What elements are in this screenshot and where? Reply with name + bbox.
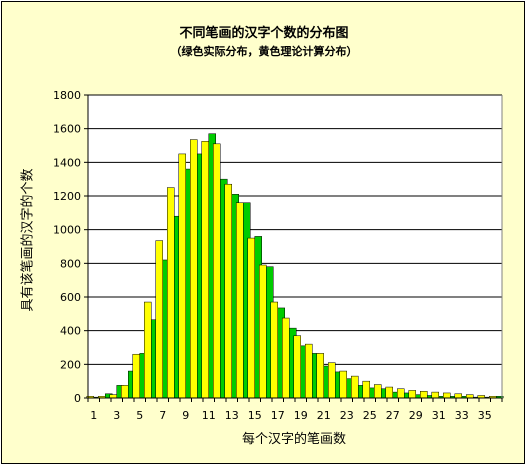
bar-yellow-19 <box>293 335 301 399</box>
bar-yellow-23 <box>339 370 347 399</box>
x-tick-label: 19 <box>294 409 308 422</box>
bar-yellow-14 <box>236 202 244 399</box>
bar-yellow-9 <box>178 153 186 399</box>
bar-yellow-6 <box>144 301 152 399</box>
x-tick-label: 21 <box>317 409 331 422</box>
y-tick-label: 1000 <box>53 224 81 237</box>
bar-yellow-32 <box>443 392 451 399</box>
bar-yellow-29 <box>408 390 416 399</box>
x-tick-label: 15 <box>248 409 262 422</box>
bar-yellow-31 <box>431 391 439 399</box>
x-axis-label: 每个汉字的笔画数 <box>241 432 347 447</box>
x-tick-label: 27 <box>386 409 400 422</box>
y-tick-label: 0 <box>74 392 81 405</box>
bar-yellow-21 <box>316 353 324 399</box>
x-tick-label: 17 <box>271 409 285 422</box>
bar-yellow-34 <box>466 394 474 399</box>
x-tick-label: 11 <box>202 409 216 422</box>
bar-yellow-22 <box>328 362 336 399</box>
y-tick-label: 800 <box>60 257 81 270</box>
bar-yellow-4 <box>121 385 129 399</box>
bar-yellow-7 <box>155 240 163 399</box>
y-tick-label: 400 <box>60 325 81 338</box>
x-tick-label: 13 <box>225 409 239 422</box>
bar-yellow-20 <box>305 343 313 399</box>
chart-title: 不同笔画的汉字个数的分布图 <box>179 26 349 41</box>
bar-yellow-12 <box>213 143 221 399</box>
x-tick-label: 3 <box>113 409 120 422</box>
bar-yellow-17 <box>270 301 278 399</box>
x-tick-label: 35 <box>478 409 492 422</box>
y-tick-label: 1600 <box>53 123 81 136</box>
bar-yellow-13 <box>224 183 232 399</box>
bar-yellow-16 <box>259 264 267 399</box>
y-tick-label: 1400 <box>53 156 81 169</box>
bar-yellow-8 <box>167 187 175 399</box>
bar-yellow-26 <box>374 384 382 399</box>
x-tick-label: 9 <box>182 409 189 422</box>
x-tick-label: 31 <box>432 409 446 422</box>
bar-yellow-3 <box>109 394 117 399</box>
bar-yellow-10 <box>190 139 198 399</box>
x-tick-label: 33 <box>455 409 469 422</box>
bar-yellow-18 <box>282 317 290 399</box>
x-tick-label: 25 <box>363 409 377 422</box>
y-tick-label: 1800 <box>53 89 81 102</box>
y-tick-label: 1200 <box>53 190 81 203</box>
bar-yellow-11 <box>201 141 209 399</box>
bar-yellow-27 <box>385 386 393 399</box>
x-tick-label: 5 <box>136 409 143 422</box>
bar-yellow-33 <box>454 393 462 399</box>
y-tick-label: 200 <box>60 358 81 371</box>
bar-yellow-24 <box>351 375 359 399</box>
y-tick-label: 600 <box>60 291 81 304</box>
bar-yellow-28 <box>397 388 405 399</box>
chart-subtitle: （绿色实际分布，黄色理论计算分布） <box>170 45 358 58</box>
x-tick-label: 7 <box>159 409 166 422</box>
x-tick-label: 23 <box>340 409 354 422</box>
bar-yellow-5 <box>132 353 140 399</box>
x-tick-label: 1 <box>90 409 97 422</box>
bar-yellow-25 <box>362 380 370 399</box>
bar-yellow-30 <box>420 391 428 399</box>
x-tick-label: 29 <box>409 409 423 422</box>
bar-yellow-15 <box>247 237 255 399</box>
